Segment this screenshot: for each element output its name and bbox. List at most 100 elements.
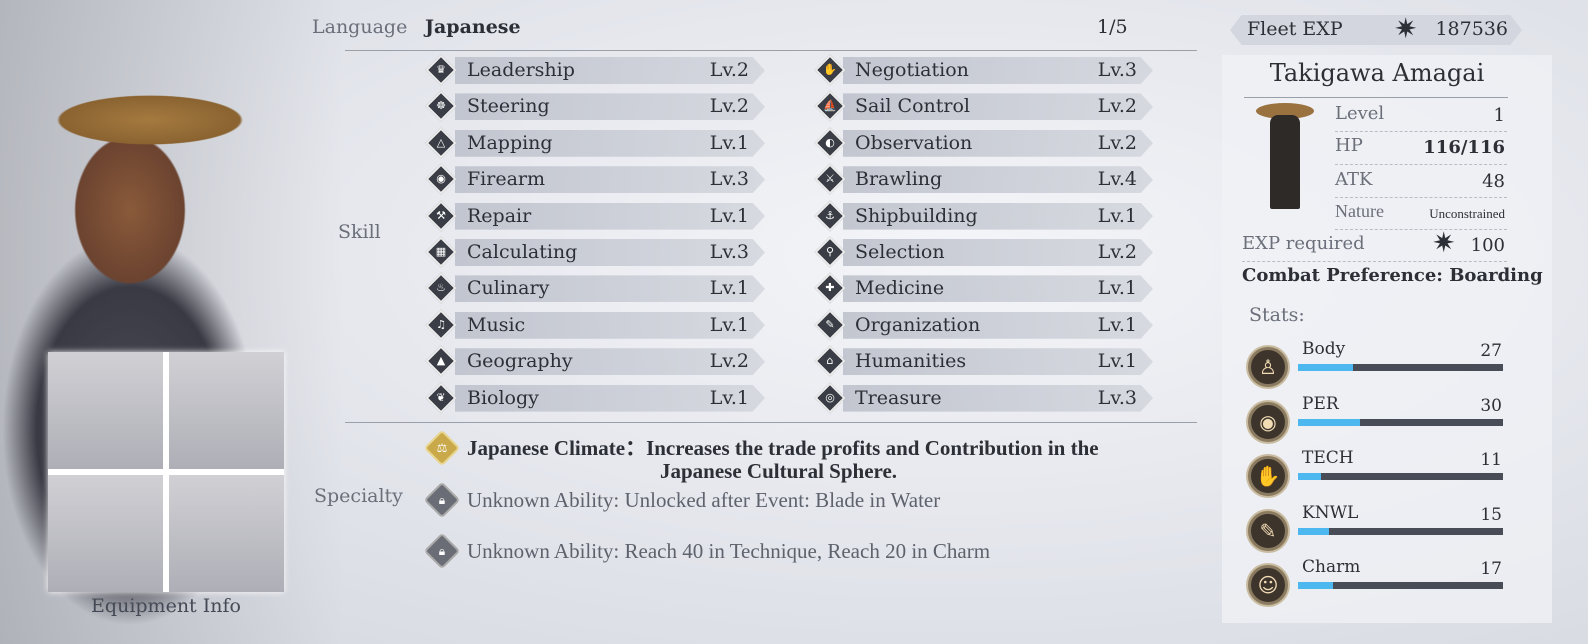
skill-row-geography[interactable]: Geography Lv.2: [455, 348, 765, 376]
lock-icon: 🔒︎: [423, 532, 461, 570]
skill-level: Lv.1: [1097, 350, 1137, 373]
specialty-desc: Unlocked after Event: Blade in Water: [624, 488, 941, 512]
specialty-item[interactable]: Unknown Ability: Unlocked after Event: B…: [467, 489, 940, 511]
skill-row-mapping[interactable]: Mapping Lv.1: [455, 129, 765, 157]
stat-bar: [1298, 473, 1503, 480]
crossed-swords-icon: ⚔: [814, 163, 846, 195]
skill-level: Lv.3: [709, 241, 749, 263]
stat-bar-fill: [1298, 527, 1329, 535]
skill-name: Geography: [467, 350, 573, 373]
masks-icon: ☺: [1248, 565, 1288, 605]
ship-wheel-icon: ☸: [425, 90, 457, 122]
leaf-icon: ❦: [425, 382, 457, 414]
skill-name: Culinary: [467, 277, 550, 300]
stat-bar: [1298, 527, 1503, 535]
skill-row-shipbuilding[interactable]: Shipbuilding Lv.1: [843, 202, 1153, 230]
skill-name: Calculating: [467, 241, 578, 263]
quill-icon-glyph: ✎: [825, 317, 835, 331]
skill-name: Observation: [855, 131, 973, 154]
exp-required-label: EXP required: [1242, 233, 1365, 254]
exp-required-value: 100: [1470, 235, 1505, 256]
exp-star-icon: ✷: [1394, 12, 1418, 45]
stat-name: PER: [1302, 393, 1339, 414]
fleet-exp-bar: Fleet EXP ✷ 187536: [1230, 15, 1522, 45]
character-card: Takigawa Amagai Level 1 HP 116/116 ATK 4…: [1222, 55, 1552, 623]
skill-row-treasure[interactable]: Treasure Lv.3: [843, 384, 1153, 412]
medical-cross-icon: ✚: [814, 272, 846, 304]
character-name: Takigawa Amagai: [1269, 59, 1485, 87]
specialty-title: Unknown Ability:: [467, 539, 625, 563]
stat-value: 17: [1480, 559, 1502, 579]
equipment-slot-4[interactable]: [169, 475, 284, 592]
skill-name: Medicine: [855, 277, 945, 300]
skill-name: Treasure: [855, 386, 942, 409]
stat-bar-fill: [1298, 582, 1333, 589]
equipment-slot-3[interactable]: [48, 475, 163, 592]
fleet-exp-label: Fleet EXP: [1247, 18, 1343, 40]
skill-name: Steering: [467, 95, 550, 118]
skill-row-sail-control[interactable]: Sail Control Lv.2: [843, 93, 1153, 121]
skill-name: Shipbuilding: [855, 204, 978, 227]
nature-value: Unconstrained: [1429, 206, 1505, 221]
abacus-icon-glyph: ▦: [435, 245, 447, 258]
skill-row-brawling[interactable]: Brawling Lv.4: [843, 166, 1153, 194]
specialty-item[interactable]: Unknown Ability: Reach 40 in Technique, …: [467, 540, 990, 562]
ship-icon-glyph: ⚓: [825, 208, 835, 222]
skill-name: Music: [467, 313, 526, 336]
skill-row-steering[interactable]: Steering Lv.2: [455, 93, 765, 121]
skill-level: Lv.2: [709, 59, 749, 81]
skill-name: Firearm: [467, 168, 546, 191]
divider: [345, 422, 1197, 423]
stat-bar: [1298, 418, 1503, 426]
skill-row-selection[interactable]: Selection Lv.2: [843, 239, 1153, 266]
language-value: Japanese: [425, 16, 521, 38]
specialty-item[interactable]: Japanese Climate：Increases the trade pro…: [467, 437, 1099, 459]
leaf-icon-glyph: ❦: [436, 390, 446, 404]
skill-level: Lv.3: [1097, 59, 1137, 81]
skill-row-biology[interactable]: Biology Lv.1: [455, 384, 765, 412]
skill-level: Lv.3: [709, 168, 749, 191]
skill-row-humanities[interactable]: Humanities Lv.1: [843, 348, 1153, 376]
stat-value: 15: [1480, 504, 1502, 525]
equipment-slot-1[interactable]: [48, 352, 163, 469]
equipment-slot-2[interactable]: [169, 352, 284, 469]
skill-name: Biology: [467, 386, 539, 409]
skill-row-negotiation[interactable]: Negotiation Lv.3: [843, 57, 1153, 84]
skill-level: Lv.1: [709, 204, 749, 227]
chef-hat-icon: ♨: [425, 272, 457, 304]
skill-name: Organization: [855, 313, 981, 336]
skill-row-culinary[interactable]: Culinary Lv.1: [455, 275, 765, 303]
stat-value: 27: [1480, 341, 1502, 361]
level-value: 1: [1493, 105, 1505, 126]
stats-label: Stats:: [1249, 304, 1305, 326]
stat-value: 30: [1480, 395, 1502, 416]
skill-row-repair[interactable]: Repair Lv.1: [455, 202, 765, 230]
skill-row-organization[interactable]: Organization Lv.1: [843, 311, 1153, 339]
telescope-icon: ◐: [814, 127, 846, 159]
skill-row-observation[interactable]: Observation Lv.2: [843, 129, 1153, 157]
harp-icon-glyph: ♫: [436, 317, 446, 331]
skill-level: Lv.1: [709, 386, 749, 409]
ship-icon: ⚓: [814, 200, 846, 232]
magnifier-icon-glyph: ⚲: [825, 245, 835, 258]
skill-row-medicine[interactable]: Medicine Lv.1: [843, 275, 1153, 303]
skill-level: Lv.2: [709, 95, 749, 118]
scales-icon: ⚖: [423, 429, 461, 467]
skill-row-firearm[interactable]: Firearm Lv.3: [455, 166, 765, 194]
stat-bar-fill: [1298, 418, 1360, 426]
sextant-icon-glyph: △: [436, 135, 446, 149]
skill-row-music[interactable]: Music Lv.1: [455, 311, 765, 339]
combat-preference: Combat Preference: Boarding: [1242, 265, 1543, 286]
temple-icon: ⌂: [814, 345, 846, 377]
specialty-desc-continued: Japanese Cultural Sphere.: [660, 459, 898, 483]
skill-level: Lv.2: [1097, 241, 1137, 263]
divider: [345, 50, 1197, 51]
body-icon: ♙: [1248, 347, 1288, 387]
skill-name: Negotiation: [855, 59, 969, 81]
skill-row-calculating[interactable]: Calculating Lv.3: [455, 239, 765, 266]
atk-value: 48: [1482, 171, 1505, 192]
skill-row-leadership[interactable]: Leadership Lv.2: [455, 57, 765, 84]
hp-value: 116/116: [1423, 137, 1505, 158]
lock-icon-glyph: 🔒︎: [438, 544, 446, 558]
hp-label: HP: [1335, 135, 1363, 156]
